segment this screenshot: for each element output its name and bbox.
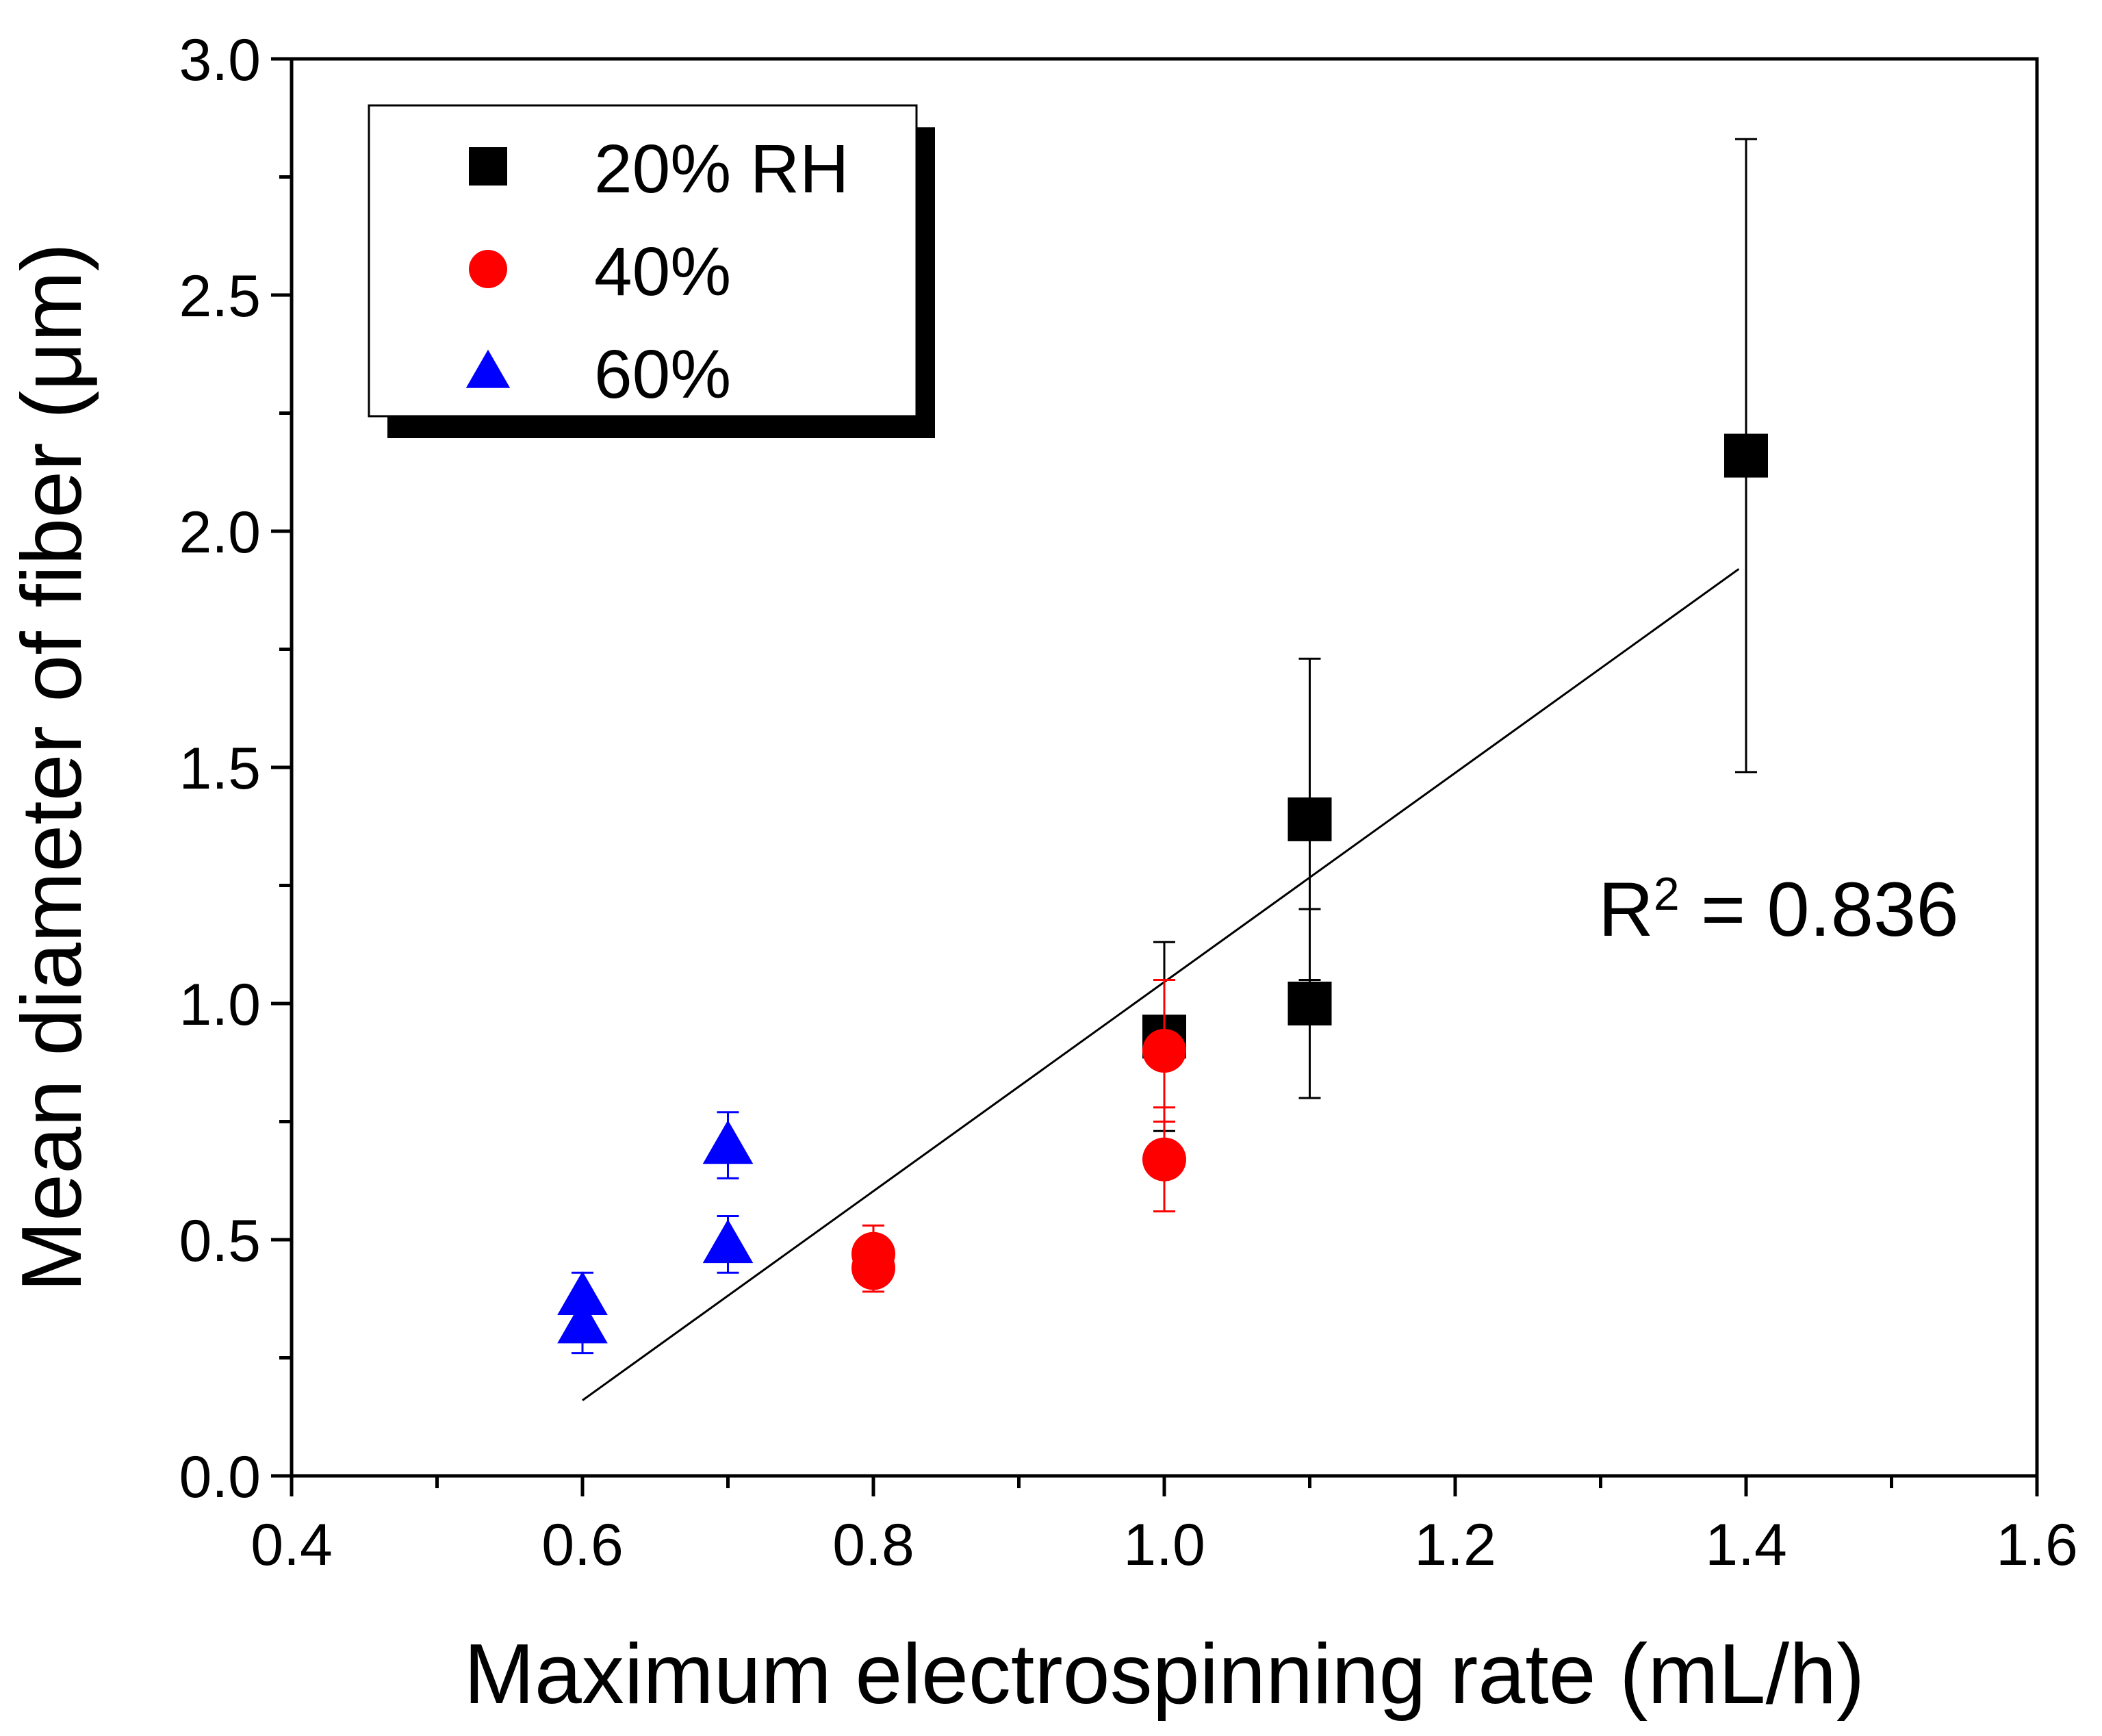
y-tick-label: 2.5 [179,264,261,329]
data-point [1142,1137,1186,1182]
y-tick-label: 3.0 [179,27,261,93]
r-label: R [1598,867,1654,952]
data-point [557,1271,608,1315]
x-tick-label: 1.2 [1414,1512,1496,1578]
legend-label: 40% [594,233,731,310]
data-point [1142,1029,1186,1073]
y-tick-label: 0.0 [179,1444,261,1510]
legend: 20% RH 40% 60% [368,104,935,438]
data-point [702,1120,754,1164]
plot-frame [290,57,2039,1478]
data-point [702,1219,754,1264]
x-tick-label: 1.4 [1705,1512,1787,1578]
tick-labels: 0.4 0.6 0.8 1.0 1.2 1.4 1.6 0.0 0.5 1.0 1.5 2.0 2.5 3… [179,27,2077,1578]
data-point [1287,982,1332,1025]
x-tick-label: 0.8 [832,1512,914,1578]
y-tick-label: 0.5 [179,1208,261,1274]
x-tick-label: 0.4 [251,1512,333,1578]
fit-line [582,567,1740,1401]
x-axis-title: Maximum electrospinning rate (mL/h) [464,1627,1865,1722]
r-value: = 0.836 [1680,867,1959,952]
r-squared-annotation: R2 = 0.836 [1598,867,1959,952]
x-tick-label: 1.0 [1123,1512,1205,1578]
legend-label: 20% RH [594,131,849,207]
data-point [851,1246,895,1290]
x-tick-label: 0.6 [541,1512,624,1578]
legend-marker [465,349,511,388]
y-axis-title: Mean diameter of fiber (μm) [5,243,99,1292]
r-superscript: 2 [1654,868,1680,920]
legend-label: 60% [594,336,731,413]
data-point [1287,797,1332,841]
y-tick-label: 1.0 [179,972,261,1038]
data-point [557,1299,608,1344]
legend-marker [469,250,507,288]
data-layer [557,138,1768,1355]
grid-and-ticks [271,57,2039,1496]
y-tick-label: 2.0 [179,500,261,565]
legend-marker [469,147,507,186]
x-tick-label: 1.6 [1996,1512,2078,1578]
data-point [1724,433,1768,478]
y-tick-label: 1.5 [179,736,261,802]
legend-box [368,104,918,418]
